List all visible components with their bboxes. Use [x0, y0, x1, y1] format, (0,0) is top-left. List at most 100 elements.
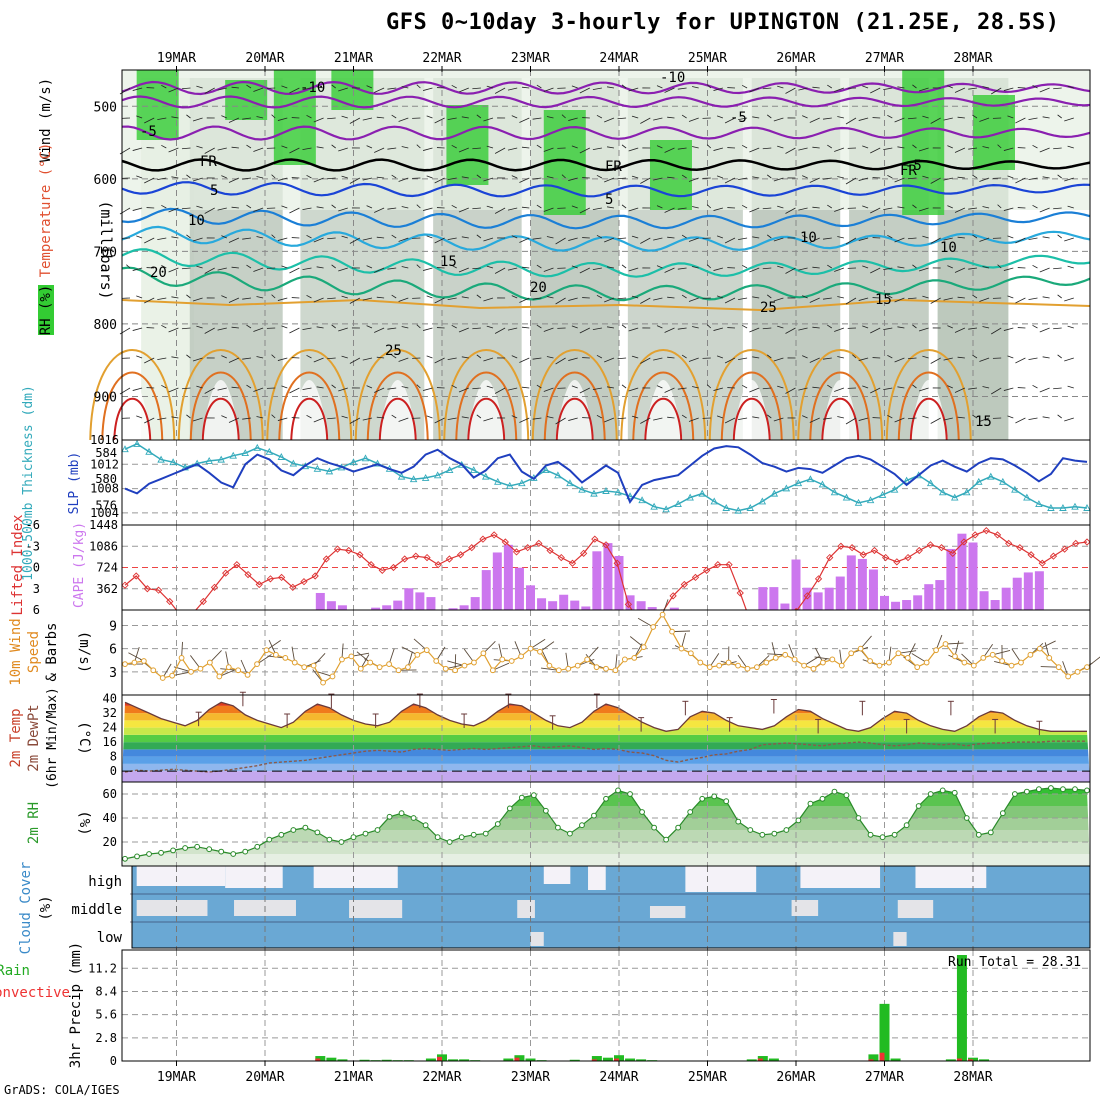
wind-barb: [1015, 117, 1026, 124]
date-label-bottom: 22MAR: [422, 1070, 461, 1085]
wind-barb: [1053, 147, 1062, 150]
wind-barb: [716, 295, 724, 299]
wind-barb: [858, 117, 869, 121]
wind-barb: [277, 297, 288, 301]
wind-barb: [376, 236, 385, 239]
wind-speed-point: [395, 667, 402, 674]
wind-barb: [416, 384, 421, 389]
cape-bar: [448, 608, 458, 610]
rh-point: [230, 851, 237, 857]
wind-barb: [568, 297, 578, 301]
rh-point: [302, 824, 309, 831]
wind-barb: [228, 117, 240, 123]
wind-barb: [231, 86, 239, 89]
wind-speed-point: [471, 659, 477, 666]
wind-barb: [579, 87, 590, 94]
lifted-index-point: [378, 566, 386, 574]
thickness-point: [121, 445, 129, 453]
rh-point: [711, 793, 718, 800]
wind-barb: [604, 297, 615, 303]
wind-barb: [870, 87, 881, 94]
wind-barb: [713, 207, 724, 211]
wind-barb: [628, 147, 639, 152]
wind-barb: [812, 86, 820, 89]
wind-barb: [1067, 325, 1074, 329]
wind-barb: [1028, 237, 1038, 241]
lifted-index-point: [579, 549, 588, 557]
wind-barb: [532, 417, 542, 420]
wind-barb: [631, 235, 639, 239]
wind-barb: [546, 176, 554, 179]
wind-barb: [231, 146, 239, 149]
wind-barb: [327, 357, 336, 360]
wind-barb: [476, 234, 482, 239]
cape-bar: [913, 595, 923, 610]
rh-point: [422, 822, 429, 829]
wind-barb: [186, 354, 191, 359]
wind-speed-point: [169, 672, 176, 679]
temperature-contour-30: [632, 371, 695, 441]
wind-barb: [724, 417, 736, 424]
wind-barb: [681, 234, 687, 239]
wind-barb: [561, 114, 566, 119]
rh-point: [1060, 786, 1066, 793]
wind-barb: [802, 295, 808, 299]
cloud-level-label: high: [88, 874, 122, 890]
cape-bar: [459, 605, 469, 610]
thickness-point: [758, 497, 767, 505]
wind-barb: [809, 297, 820, 303]
wind-barb: [716, 115, 724, 119]
lifted-index-point: [1016, 544, 1024, 552]
wind-barb: [954, 207, 966, 213]
wind-barb: [507, 147, 518, 151]
wind-barb: [306, 174, 312, 179]
wind-speed-point: [848, 650, 855, 657]
wind-barb: [653, 357, 663, 361]
wind-barb: [571, 85, 578, 89]
temperature-contour-30: [543, 371, 606, 441]
wind-speed-point: [329, 673, 336, 680]
wind-barb: [349, 297, 361, 304]
wind-barb: [990, 327, 1002, 335]
wind-barb: [521, 146, 530, 149]
thickness-point: [950, 493, 959, 501]
lifted-index-point: [680, 580, 688, 589]
cloud-gap: [349, 900, 403, 918]
wind-barb: [1039, 207, 1050, 213]
wind-barb: [511, 355, 518, 359]
wind-barb: [972, 354, 978, 359]
temperature-contour: [121, 225, 1091, 252]
wind-speed-point: [961, 659, 968, 666]
wind-barb: [228, 177, 240, 183]
wind-barb: [132, 147, 143, 151]
cape-bar: [902, 600, 912, 610]
wind-barb: [289, 87, 300, 94]
wind-speed-point: [970, 662, 977, 669]
wind-barb: [256, 296, 264, 299]
wind-barb: [656, 385, 663, 389]
wind-barb: [894, 237, 905, 243]
wind-barb: [192, 417, 203, 422]
cape-bar: [393, 600, 403, 610]
wind-barb: [947, 205, 953, 209]
wind-barb-10m: [445, 664, 464, 670]
wind-barb: [640, 177, 651, 184]
wind-barb: [606, 86, 615, 89]
wind-barb: [221, 175, 227, 179]
lifted-index-point: [937, 544, 946, 552]
wind-speed-point: [603, 665, 609, 672]
wind-barb: [242, 417, 252, 420]
lifted-index-point: [882, 553, 890, 562]
wind-barb: [834, 147, 845, 152]
wind-barb: [217, 327, 227, 331]
wind-barb: [870, 147, 881, 154]
wind-barb: [968, 267, 978, 270]
rh-point: [446, 839, 453, 845]
wind-barb: [766, 234, 772, 239]
wind-barb: [982, 146, 990, 149]
rh-high-patch: [649, 140, 692, 210]
cape-bar: [780, 603, 790, 610]
wind-barb: [461, 416, 469, 419]
run-total-label: Run Total = 28.31: [948, 955, 1081, 970]
thickness-point: [782, 484, 791, 492]
